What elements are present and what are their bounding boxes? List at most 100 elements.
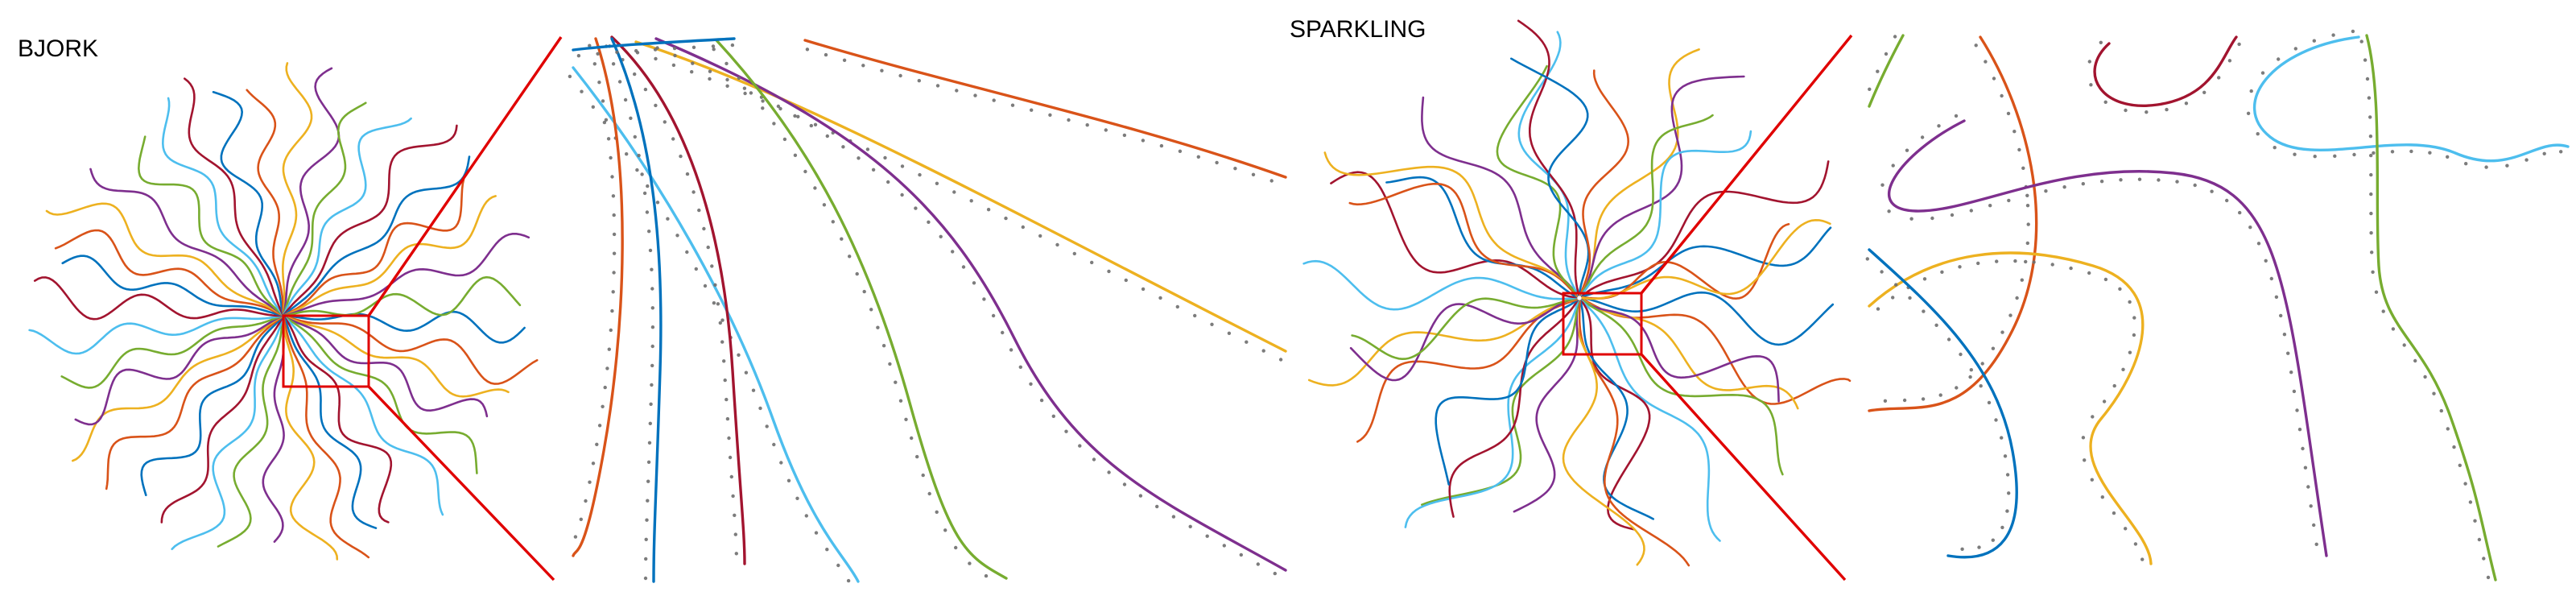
bjork-zoomed-trajectory-5-reference-dot xyxy=(751,388,756,392)
sparkling-zoomed-trajectory-2-reference-dot xyxy=(2020,278,2024,282)
bjork-zoomed-trajectory-9-reference-dot xyxy=(691,45,696,49)
sparkling-zoomed-trajectory-8-reference-dot xyxy=(1880,270,1884,274)
sparkling-zoomed-trajectory-6-reference-dot xyxy=(2371,270,2375,274)
sparkling-zoomed-trajectory-2-reference-dot xyxy=(1992,77,1996,81)
bjork-zoomed-trajectory-6-reference-dot xyxy=(729,474,733,479)
bjork-zoomed-trajectory-1-reference-dot xyxy=(1233,167,1237,171)
sparkling-zoomed-trajectory-7-reference-dot xyxy=(2132,316,2136,320)
sparkling-zoomed-trajectory-8-reference-dot xyxy=(1991,538,1995,542)
sparkling-zoomed-trajectory-2-reference-dot xyxy=(1938,393,1942,397)
bjork-trajectory-1 xyxy=(282,310,526,344)
sparkling-zoomed-trajectory-6-reference-dot xyxy=(2369,231,2373,235)
bjork-zoomed-trajectory-5-reference-dot xyxy=(720,318,724,322)
bjork-zoomed-trajectory-7-reference-dot xyxy=(643,576,648,581)
bjork-zoomed-trajectory-3-reference-dot xyxy=(914,206,918,210)
bjork-zoomed-trajectory-8-reference-dot xyxy=(612,251,617,255)
sparkling-zoomed-trajectory-3-reference-dot xyxy=(2062,185,2066,189)
sparkling-zoomed-trajectory-6-reference-dot xyxy=(2369,211,2373,216)
sparkling-zoomed-trajectory-8-reference-dot xyxy=(1994,418,1998,422)
sparkling-trajectory-4 xyxy=(1581,298,1780,403)
bjork-zoomed-trajectory-2-reference-dot xyxy=(761,99,765,103)
sparkling-zoomed-trajectory-6-reference-dot xyxy=(2446,427,2450,431)
bjork-zoomed-trajectory-6-reference-dot xyxy=(728,455,733,460)
bjork-zoomed-trajectory-6-reference-dot xyxy=(723,378,727,383)
bjork-zoomed-trajectory-4-reference-dot xyxy=(772,122,776,126)
bjork-zoomed-trajectory-7-reference-dot xyxy=(646,479,650,483)
bjork-zoomed-trajectory-7-reference-dot xyxy=(623,97,628,102)
bjork-zoomed-trajectory-6-reference-dot xyxy=(697,208,701,213)
bjork-zoomed-trajectory-1-reference-dot xyxy=(805,48,810,52)
bjork-zoomed-trajectory-2-reference-dot xyxy=(1055,242,1059,247)
bjork-zoomed-trajectory-2-reference-dot xyxy=(935,181,939,185)
bjork-zoomed-trajectory-1-reference-dot xyxy=(935,84,940,88)
bjork-trajectory-22 xyxy=(61,255,285,317)
bjork-zoomed-trajectory-7-reference-dot xyxy=(629,116,633,120)
bjork-zoomed-trajectory-5-reference-dot xyxy=(737,353,741,357)
sparkling-trajectory-30 xyxy=(1579,69,1630,296)
bjork-zoomed-trajectory-6 xyxy=(610,35,746,565)
bjork-zoomed-trajectory-6-reference-dot xyxy=(718,321,722,325)
bjork-zoomed-trajectory-1-reference-dot xyxy=(861,64,865,68)
sparkling-zoomed-trajectory-2-reference-dot xyxy=(2017,147,2021,152)
sparkling-zoomed-trajectory-5-reference-dot xyxy=(2409,149,2413,154)
sparkling-zoomed-trajectory-3-reference-dot xyxy=(1950,213,1955,217)
sparkling-zoomed-trajectory-6-reference-dot xyxy=(2359,39,2363,43)
bjork-trajectory-4 xyxy=(282,314,489,418)
bjork-zoomed-trajectory-9-reference-dot xyxy=(672,46,677,51)
bjork-zoomed-trajectory-5-reference-dot xyxy=(580,89,584,93)
sparkling-zoom-connector-bottom xyxy=(1640,353,1847,582)
bjork-zoomed-trajectory-1 xyxy=(803,39,1287,179)
sparkling-zoomed-trajectory-8-reference-dot xyxy=(1979,384,1983,388)
bjork-zoomed-trajectory-6-reference-dot xyxy=(713,283,717,287)
bjork-zoomed-trajectory-2-reference-dot xyxy=(1193,313,1197,318)
bjork-zoomed-trajectory-5-reference-dot xyxy=(825,548,829,552)
bjork-zoomed-trajectory-7-reference-dot xyxy=(640,172,644,176)
bjork-zoomed-trajectory-7-reference-dot xyxy=(650,325,655,329)
sparkling-title: SPARKLING xyxy=(1290,16,1426,43)
bjork-zoomed-trajectory-7-reference-dot xyxy=(637,153,641,158)
sparkling-zoomed-trajectory-6-reference-dot xyxy=(2369,172,2373,177)
sparkling-zoomed-trajectory-5-reference-dot xyxy=(2331,33,2335,37)
bjork-zoom-connector-bottom xyxy=(367,385,555,582)
sparkling-zoomed-trajectory-4-reference-dot xyxy=(2103,100,2107,104)
bjork-trajectory-32 xyxy=(282,67,341,317)
bjork-zoomed-trajectory-6-reference-dot xyxy=(691,190,696,194)
bjork-zoomed-trajectory-5-reference-dot xyxy=(666,217,670,221)
bjork-zoomed-trajectory-4-reference-dot xyxy=(749,91,753,95)
sparkling-zoomed-trajectory-3-reference-dot xyxy=(1988,204,1992,208)
bjork-zoomed-trajectory-8-reference-dot xyxy=(606,137,611,141)
sparkling-zoomed-trajectory-7-reference-dot xyxy=(1958,265,1962,269)
sparkling-zoomed-trajectory-6-reference-dot xyxy=(2367,96,2372,100)
sparkling-zoomed-trajectory-3-reference-dot xyxy=(2282,333,2287,337)
bjork-zoomed-trajectory-3-reference-dot xyxy=(982,297,986,301)
bjork-trajectory-23 xyxy=(54,229,285,317)
sparkling-trajectory-32 xyxy=(1579,75,1745,296)
sparkling-trajectory-19 xyxy=(1351,297,1578,361)
bjork-zoomed-trajectory-3-reference-dot xyxy=(1155,504,1159,509)
bjork-zoomed-trajectory-4-reference-dot xyxy=(782,137,787,142)
sparkling-zoomed-trajectory-4-reference-dot xyxy=(2202,90,2207,95)
sparkling-zoomed-trajectory-2-reference-dot xyxy=(2008,313,2013,317)
bjork-zoomed-trajectory-3-reference-dot xyxy=(1239,553,1244,557)
sparkling-zoomed-trajectory-4-reference-dot xyxy=(2087,60,2091,64)
bjork-zoom-connector-top xyxy=(367,36,563,317)
bjork-zoomed-trajectory-8-reference-dot xyxy=(604,118,609,122)
sparkling-zoomed-trajectory-5-reference-dot xyxy=(2428,151,2432,155)
bjork-trajectory-28 xyxy=(184,77,285,317)
bjork-zoomed-trajectory-1-reference-dot xyxy=(955,89,959,93)
sparkling-trajectory-6 xyxy=(1580,299,1721,542)
sparkling-zoomed-trajectory-8-reference-dot xyxy=(1865,257,1869,261)
sparkling-zoomed-trajectory-1-reference-dot xyxy=(1884,52,1889,56)
bjork-zoomed-trajectory-1-reference-dot xyxy=(1085,123,1089,127)
bjork-zoomed-trajectory-4-reference-dot xyxy=(881,344,886,348)
sparkling-zoomed-trajectory-7 xyxy=(1868,251,2153,565)
bjork-zoomed-trajectory-3-reference-dot xyxy=(951,250,955,254)
bjork-zoomed-trajectory-7-reference-dot xyxy=(647,441,652,445)
bjork-zoomed-trajectory-6-reference-dot xyxy=(706,245,710,250)
bjork-zoomed-trajectory-4-reference-dot xyxy=(712,48,716,52)
bjork-zoomed-trajectory-2-reference-dot xyxy=(1278,358,1283,362)
sparkling-zoomed-trajectory-4-reference-dot xyxy=(2237,42,2241,47)
sparkling-zoomed-trajectory-3 xyxy=(1888,119,2328,557)
sparkling-zoomed-trajectory-4-reference-dot xyxy=(2227,59,2232,63)
sparkling-zoomed-trajectory-7-reference-dot xyxy=(2103,277,2108,282)
